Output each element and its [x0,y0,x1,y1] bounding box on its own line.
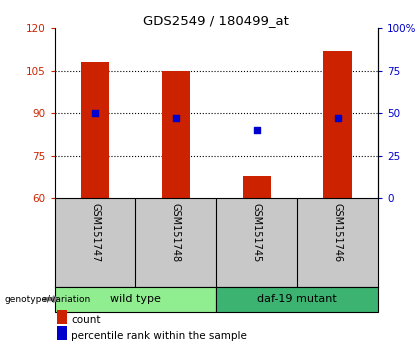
Point [253,127,260,133]
Bar [55,287,216,312]
Text: GSM151748: GSM151748 [171,202,181,262]
Text: count: count [71,315,101,325]
Bar [216,287,378,312]
Point [334,115,341,121]
Text: genotype/variation: genotype/variation [4,295,90,304]
Bar [162,71,190,198]
Text: daf-19 mutant: daf-19 mutant [257,294,337,304]
Text: GSM151745: GSM151745 [252,202,262,262]
Text: GSM151747: GSM151747 [90,202,100,262]
Text: wild type: wild type [110,294,161,304]
Title: GDS2549 / 180499_at: GDS2549 / 180499_at [143,14,289,27]
Point [92,110,98,116]
Bar [323,51,352,198]
Bar [243,176,271,198]
Text: GSM151746: GSM151746 [333,202,343,262]
Text: percentile rank within the sample: percentile rank within the sample [71,331,247,341]
Point [173,115,179,121]
Bar [81,62,109,198]
